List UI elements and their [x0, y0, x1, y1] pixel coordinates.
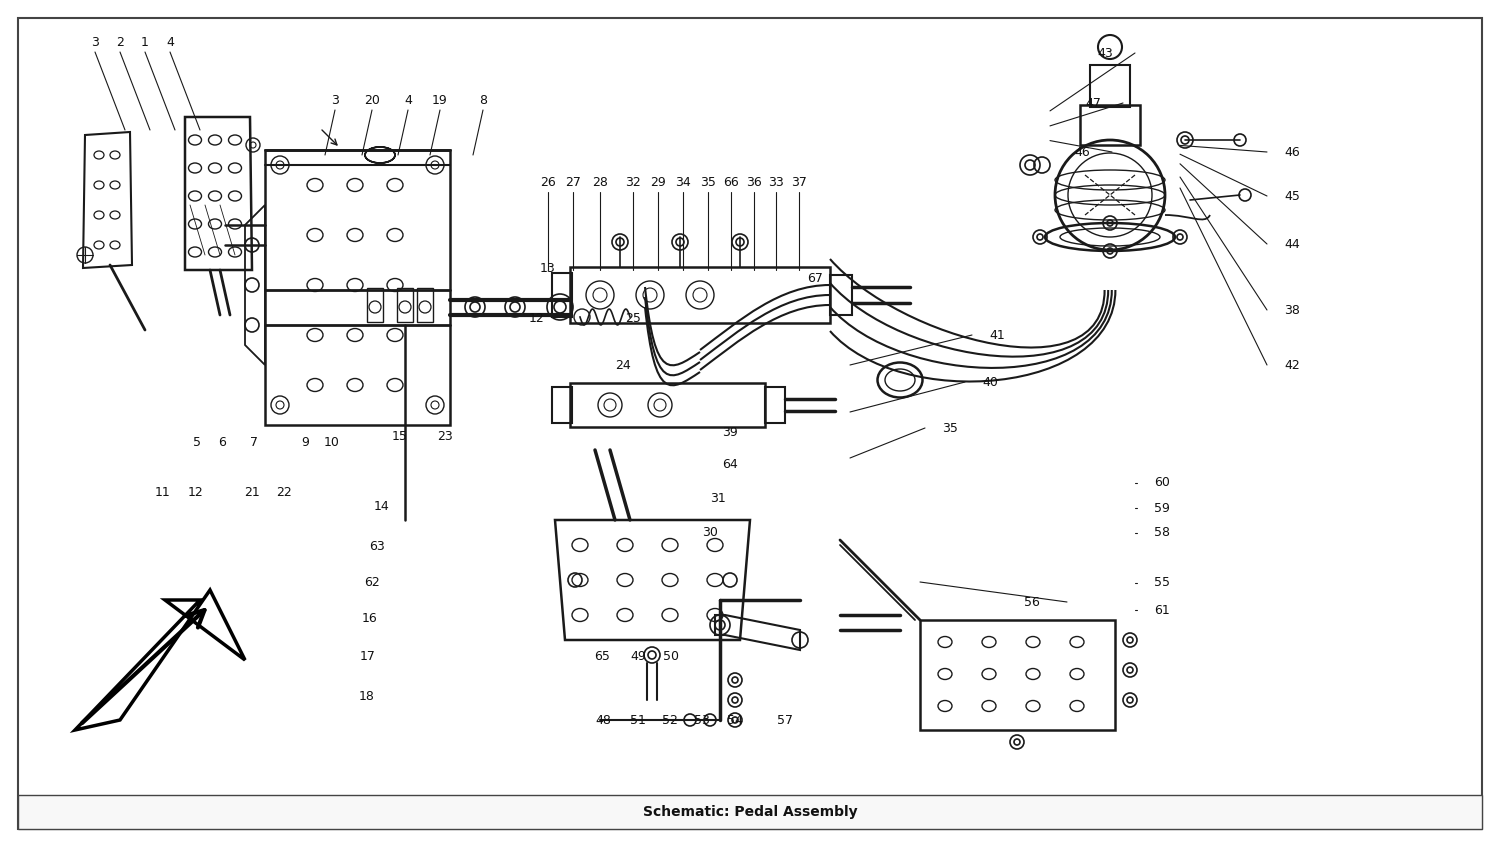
Bar [830, 275, 852, 315]
Bar [417, 288, 434, 322]
Text: 38: 38 [1284, 303, 1300, 317]
Text: 64: 64 [722, 458, 738, 472]
Text: 52: 52 [662, 713, 678, 727]
Text: Schematic: Pedal Assembly: Schematic: Pedal Assembly [642, 805, 858, 819]
Text: 28: 28 [592, 175, 608, 189]
Text: 67: 67 [807, 272, 824, 285]
Bar [570, 383, 765, 427]
Text: 1: 1 [141, 36, 148, 48]
Text: 4: 4 [404, 93, 412, 107]
Text: 14: 14 [374, 501, 390, 513]
Text: 40: 40 [982, 375, 998, 389]
Text: 4: 4 [166, 36, 174, 48]
Bar [552, 387, 572, 423]
Text: 29: 29 [650, 175, 666, 189]
Text: 54: 54 [728, 713, 742, 727]
Polygon shape [75, 590, 244, 730]
Text: 51: 51 [630, 713, 646, 727]
Text: 56: 56 [1024, 595, 1039, 608]
Text: 9: 9 [302, 435, 309, 449]
Text: 48: 48 [596, 713, 610, 727]
Bar [368, 288, 382, 322]
Text: 23: 23 [436, 430, 453, 444]
Text: 35: 35 [942, 422, 958, 435]
Text: 3: 3 [92, 36, 99, 48]
Text: 42: 42 [1284, 358, 1300, 372]
Text: 30: 30 [702, 525, 718, 539]
Text: 45: 45 [1284, 190, 1300, 202]
Text: 46: 46 [1074, 146, 1090, 158]
Text: 59: 59 [1154, 501, 1170, 514]
Text: 11: 11 [154, 486, 171, 500]
Text: 47: 47 [1084, 97, 1101, 109]
Text: 53: 53 [694, 713, 709, 727]
Text: 7: 7 [251, 435, 258, 449]
Text: 2: 2 [116, 36, 124, 48]
Text: 27: 27 [566, 175, 580, 189]
Text: 31: 31 [710, 491, 726, 505]
Bar [552, 273, 572, 317]
Text: 25: 25 [626, 312, 640, 324]
Text: 20: 20 [364, 93, 380, 107]
Text: 50: 50 [663, 650, 680, 663]
Bar [920, 620, 1114, 730]
Text: 12: 12 [530, 312, 544, 324]
Text: 61: 61 [1154, 604, 1170, 617]
Text: 60: 60 [1154, 477, 1170, 490]
Text: 24: 24 [615, 358, 632, 372]
Bar [765, 387, 784, 423]
Bar [398, 288, 412, 322]
Text: 8: 8 [478, 93, 488, 107]
Text: 21: 21 [244, 486, 260, 500]
Text: 12: 12 [188, 486, 204, 500]
Text: 5: 5 [194, 435, 201, 449]
Text: 43: 43 [1096, 47, 1113, 59]
Text: 39: 39 [722, 425, 738, 439]
Text: 58: 58 [1154, 527, 1170, 540]
Bar [1090, 65, 1130, 107]
Text: 35: 35 [700, 175, 715, 189]
Text: 36: 36 [746, 175, 762, 189]
Text: 3: 3 [332, 93, 339, 107]
Text: 33: 33 [768, 175, 784, 189]
Text: 46: 46 [1284, 146, 1300, 158]
Text: 34: 34 [675, 175, 692, 189]
Text: 66: 66 [723, 175, 740, 189]
Text: 6: 6 [217, 435, 226, 449]
Text: 19: 19 [432, 93, 448, 107]
Text: 63: 63 [369, 540, 386, 553]
Text: 26: 26 [540, 175, 556, 189]
Text: 18: 18 [358, 690, 375, 704]
Text: 32: 32 [626, 175, 640, 189]
Text: 49: 49 [630, 650, 646, 663]
Text: 57: 57 [777, 713, 794, 727]
Text: 15: 15 [392, 430, 408, 444]
Text: 62: 62 [364, 575, 380, 589]
Text: 22: 22 [276, 486, 292, 500]
Bar [570, 267, 830, 323]
Text: 55: 55 [1154, 577, 1170, 590]
Text: 13: 13 [540, 262, 556, 274]
Text: 65: 65 [594, 650, 610, 663]
Text: 16: 16 [362, 612, 378, 624]
Bar [1080, 105, 1140, 145]
Text: 17: 17 [360, 650, 376, 663]
Text: 37: 37 [790, 175, 807, 189]
Text: 44: 44 [1284, 237, 1300, 251]
Bar [18, 795, 1482, 829]
Text: 41: 41 [988, 329, 1005, 341]
Text: 10: 10 [324, 435, 340, 449]
